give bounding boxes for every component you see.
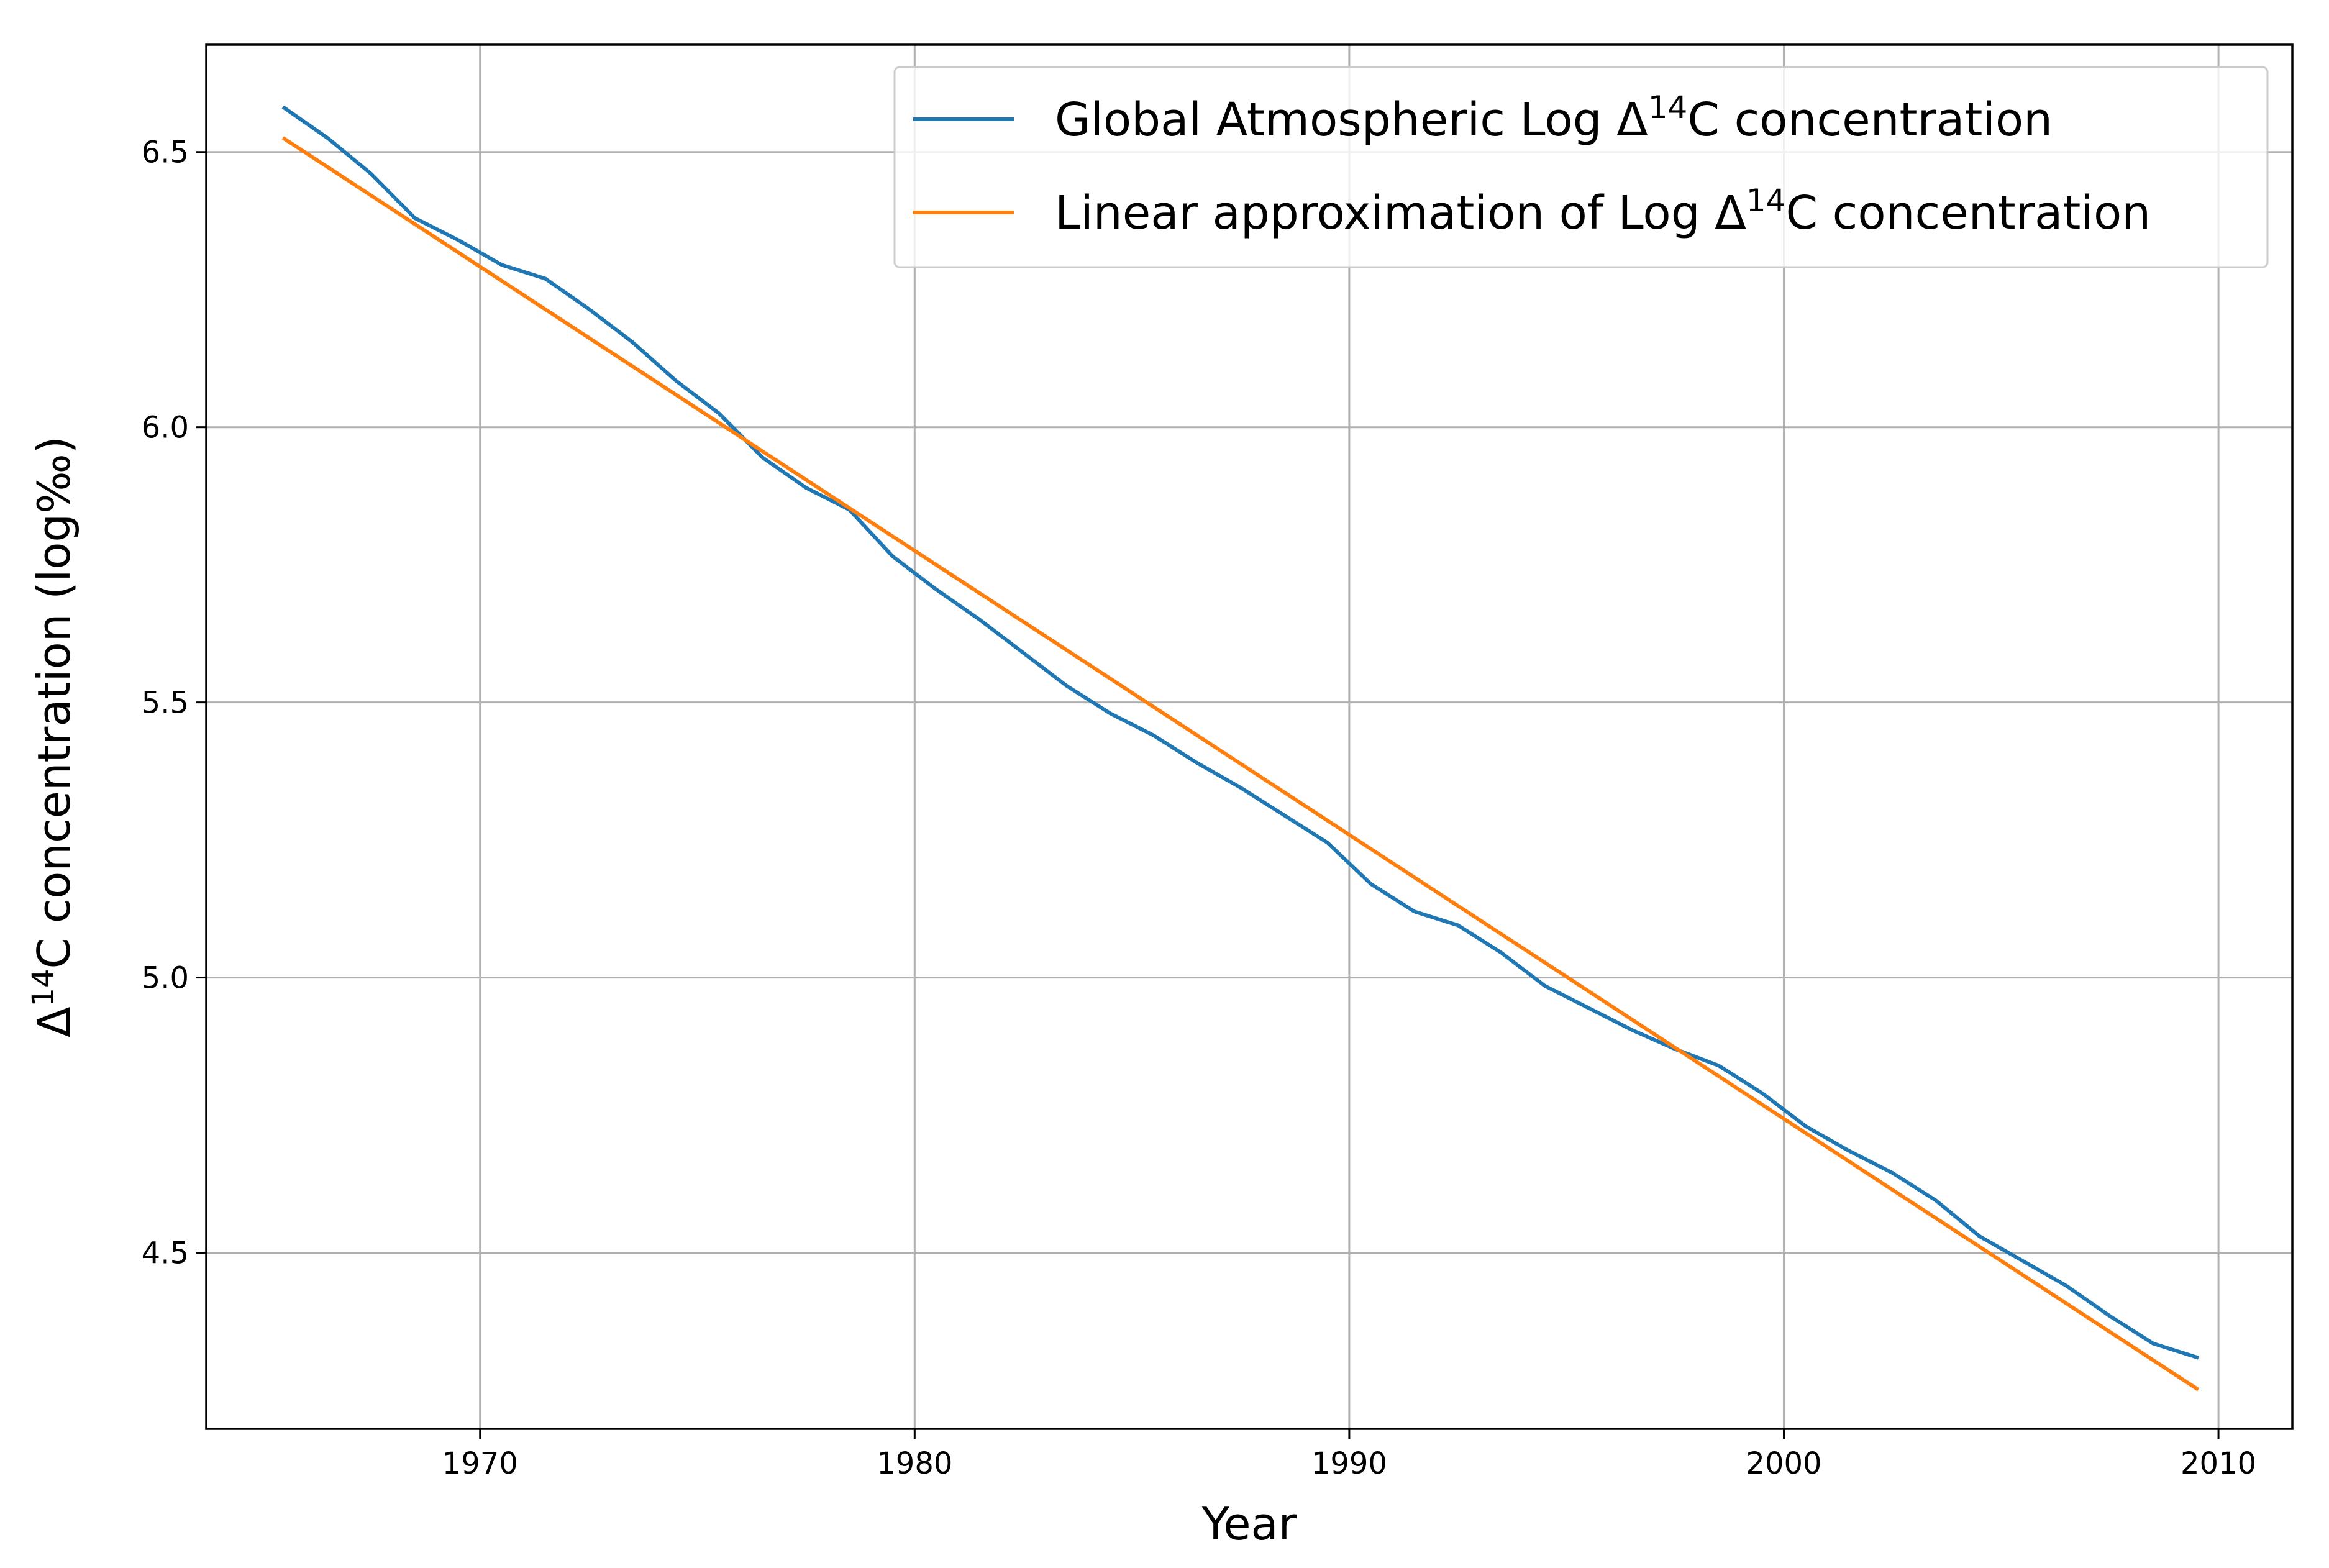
legend-entry-global-log: Global Atmospheric Log Δ14C concentratio… xyxy=(1055,89,2053,147)
legend-entry-global-log-suffix: C concentration xyxy=(1687,93,2053,147)
legend: Global Atmospheric Log Δ14C concentratio… xyxy=(893,66,2269,268)
legend-entry-linear-approx-suffix: C concentration xyxy=(1785,186,2151,240)
legend-entry-linear-approx-superscript: 14 xyxy=(1746,183,1786,219)
x-tick-label: 1990 xyxy=(1311,1446,1387,1481)
series-line-linear-approx xyxy=(281,136,2200,1392)
y-tick-label: 4.5 xyxy=(142,1236,189,1271)
legend-entry-linear-approx: Linear approximation of Log Δ14C concent… xyxy=(1055,183,2151,240)
x-tick-label: 1970 xyxy=(442,1446,518,1481)
y-axis-label-superscript: 14 xyxy=(26,969,61,1006)
legend-entry-global-log-superscript: 14 xyxy=(1648,89,1688,125)
y-tick-label: 6.0 xyxy=(142,411,189,445)
legend-entry-linear-approx-prefix: Linear approximation of Log Δ xyxy=(1055,186,1746,240)
y-axis-label-prefix: Δ xyxy=(28,1007,80,1037)
y-tick-label: 5.5 xyxy=(142,686,189,721)
x-axis-label: Year xyxy=(1201,1498,1297,1550)
x-tick-label: 1980 xyxy=(877,1446,952,1481)
series-layer xyxy=(281,105,2200,1392)
x-tick-label: 2000 xyxy=(1746,1446,1821,1481)
legend-entry-global-log-prefix: Global Atmospheric Log Δ xyxy=(1055,93,1648,147)
legend-frame xyxy=(893,66,2269,268)
y-tick-label: 5.0 xyxy=(142,961,189,996)
plot-area-frame xyxy=(205,43,2294,1430)
x-tick-label: 2010 xyxy=(2181,1446,2256,1481)
y-axis-label-suffix: C concentration (log‰) xyxy=(28,436,80,969)
axis-ticks: 1970 1980 1990 2000 2010 4.5 5.0 5.5 6.0 6.5 xyxy=(142,135,2256,1481)
y-axis-label: Δ14C concentration (log‰) xyxy=(26,436,80,1037)
y-tick-label: 6.5 xyxy=(142,135,189,170)
series-line-global-log xyxy=(281,105,2199,1360)
